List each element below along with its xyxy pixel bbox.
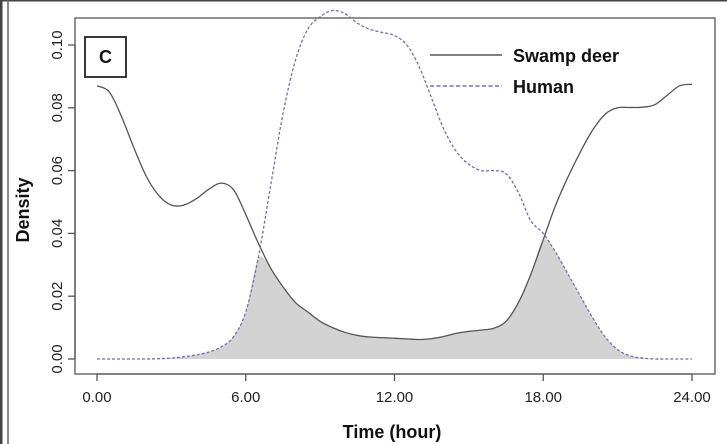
y-axis-title: Density	[13, 177, 33, 242]
x-tick-label: 0.00	[82, 389, 111, 406]
series-line-swamp-deer	[96, 83, 693, 341]
legend-label-swamp-deer: Swamp deer	[513, 46, 619, 66]
y-tick-label: 0.00	[49, 344, 66, 373]
legend: Swamp deer Human	[430, 46, 619, 97]
y-tick-label: 0.04	[49, 219, 66, 248]
y-tick-label: 0.06	[49, 156, 66, 185]
plot-area	[74, 17, 716, 375]
x-tick-label: 12.00	[376, 389, 414, 406]
x-tick-label: 6.00	[231, 389, 260, 406]
y-axis: 0.00 0.02 0.04 0.06 0.08 0.10	[49, 30, 76, 374]
series-line-human	[97, 9, 692, 360]
legend-label-human: Human	[513, 77, 574, 97]
panel-label-box	[84, 36, 127, 78]
x-tick-label: 18.00	[524, 389, 562, 406]
overlap-shaded-area	[97, 238, 692, 360]
y-tick-label: 0.02	[49, 282, 66, 311]
y-tick-label: 0.08	[49, 93, 66, 122]
x-tick-label: 24.00	[673, 389, 711, 406]
x-axis-title: Time (hour)	[343, 422, 442, 442]
x-axis: 0.00 6.00 12.00 18.00 24.00	[82, 373, 711, 406]
panel-label: C	[99, 47, 112, 67]
y-tick-label: 0.10	[49, 30, 66, 59]
